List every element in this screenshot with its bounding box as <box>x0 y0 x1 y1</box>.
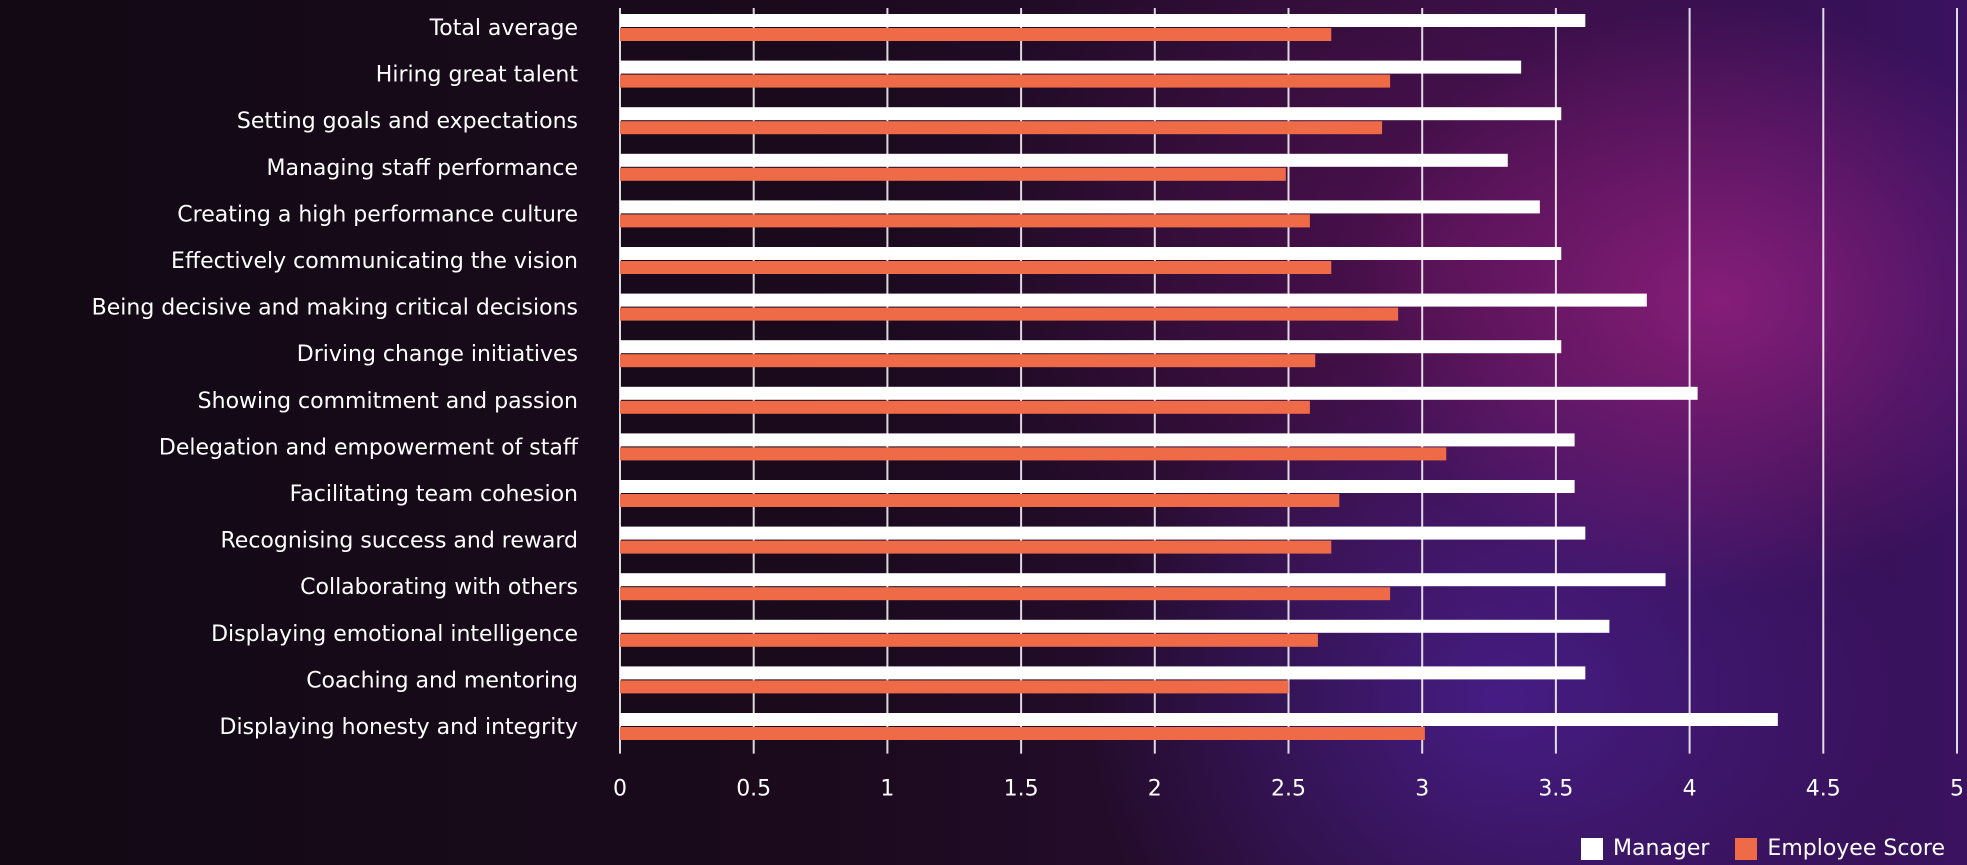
legend-item-employee-score: Employee Score <box>1735 836 1945 861</box>
legend-swatch-manager <box>1580 837 1603 860</box>
category-label: Managing staff performance <box>267 156 578 181</box>
bar-employee-score <box>620 400 1310 414</box>
bar-manager <box>620 200 1540 214</box>
bars <box>620 14 1778 740</box>
category-label: Hiring great talent <box>376 63 579 88</box>
legend-label-manager: Manager <box>1612 836 1710 861</box>
category-label: Collaborating with others <box>300 575 578 600</box>
category-label: Setting goals and expectations <box>237 109 578 134</box>
x-tick-label: 0 <box>613 777 627 802</box>
x-tick-label: 1 <box>880 777 894 802</box>
bar-employee-score <box>620 214 1310 228</box>
bar-manager <box>620 293 1647 307</box>
bar-manager <box>620 666 1586 680</box>
bar-employee-score <box>620 494 1340 507</box>
bar-employee-score <box>620 261 1332 274</box>
category-label: Facilitating team cohesion <box>290 482 578 507</box>
legend-item-manager: Manager <box>1580 836 1710 861</box>
bar-employee-score <box>620 28 1332 41</box>
bar-manager <box>620 526 1586 540</box>
legend: Manager Employee Score <box>1580 836 1945 861</box>
bar-manager <box>620 107 1562 121</box>
category-label: Recognising success and reward <box>220 529 578 554</box>
x-tick-label: 3.5 <box>1538 777 1573 802</box>
category-label: Being decisive and making critical decis… <box>92 296 578 321</box>
category-label: Showing commitment and passion <box>198 389 578 414</box>
x-tick-label: 3 <box>1415 777 1429 802</box>
category-label: Displaying emotional intelligence <box>211 622 578 647</box>
category-label: Total average <box>429 16 578 41</box>
x-tick-label: 4.5 <box>1806 777 1841 802</box>
bar-manager <box>620 480 1575 493</box>
category-label: Displaying honesty and integrity <box>220 715 578 740</box>
category-labels: Total average Hiring great talent Setting … <box>92 16 579 740</box>
category-label: Coaching and mentoring <box>306 668 578 693</box>
x-tick-label: 0.5 <box>736 777 771 802</box>
bar-employee-score <box>620 680 1289 694</box>
x-axis-ticks: 0 0.5 1 1.5 2 2.5 3 3.5 4 4.5 5 <box>613 777 1964 802</box>
bar-manager <box>620 433 1575 447</box>
x-tick-label: 2.5 <box>1271 777 1306 802</box>
bar-employee-score <box>620 354 1316 368</box>
bar-manager <box>620 60 1522 74</box>
bar-employee-score <box>620 167 1286 181</box>
category-label: Driving change initiatives <box>297 342 578 367</box>
category-label: Effectively communicating the vision <box>171 249 578 274</box>
bar-manager <box>620 247 1562 260</box>
legend-label-employee-score: Employee Score <box>1767 836 1945 861</box>
x-tick-label: 1.5 <box>1004 777 1039 802</box>
bar-manager <box>620 573 1666 587</box>
bar-manager <box>620 713 1778 726</box>
x-tick-label: 4 <box>1683 777 1697 802</box>
bar-employee-score <box>620 307 1399 321</box>
bar-manager <box>620 386 1698 400</box>
x-tick-label: 5 <box>1950 777 1964 802</box>
bar-manager <box>620 14 1586 27</box>
category-label: Creating a high performance culture <box>177 202 578 227</box>
category-label: Delegation and empowerment of staff <box>159 435 579 460</box>
x-tick-label: 2 <box>1148 777 1162 802</box>
legend-swatch-employee-score <box>1735 837 1758 860</box>
bar-manager <box>620 340 1562 354</box>
bar-employee-score <box>620 74 1391 88</box>
bar-manager <box>620 619 1610 633</box>
bar-employee-score <box>620 727 1425 740</box>
bar-employee-score <box>620 633 1318 647</box>
bar-manager <box>620 153 1508 167</box>
bar-employee-score <box>620 447 1447 461</box>
bar-employee-score <box>620 587 1391 601</box>
bar-employee-score <box>620 121 1383 135</box>
bar-employee-score <box>620 540 1332 554</box>
